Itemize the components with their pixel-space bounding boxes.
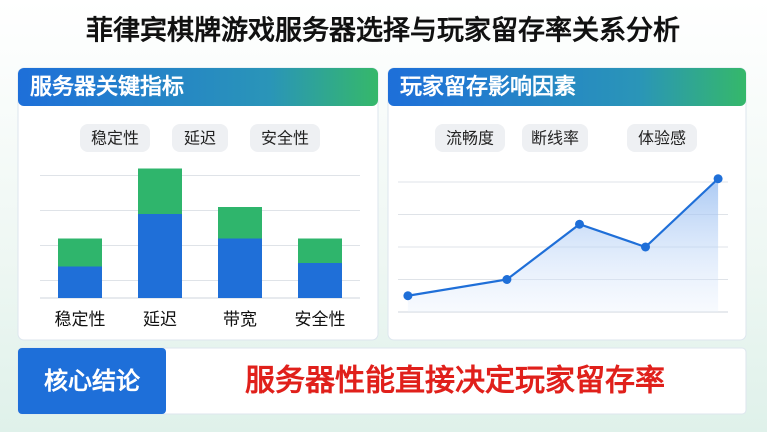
page-title: 菲律宾棋牌游戏服务器选择与玩家留存率关系分析: [86, 15, 680, 47]
panel-title: 服务器关键指标: [30, 74, 184, 100]
panel-header: [388, 68, 746, 106]
point: [403, 291, 413, 301]
bar-segment: [58, 238, 102, 267]
point: [502, 275, 512, 284]
conclusion-label: 核心结论: [44, 367, 141, 395]
tag: 断线率: [531, 129, 579, 148]
bar-segment: [298, 238, 342, 263]
bar-segment: [138, 168, 182, 214]
point: [713, 174, 723, 184]
tag-chip: [522, 124, 588, 152]
conclusion-text: 服务器性能直接决定玩家留存率: [245, 364, 665, 399]
conclusion-label-box: [18, 348, 166, 414]
point: [575, 219, 584, 229]
x-tick-label: 安全性: [295, 310, 346, 330]
tag-chip: [80, 124, 150, 152]
tag-chip: [627, 124, 697, 152]
x-tick-label: 带宽: [223, 310, 257, 330]
panel-header: [18, 68, 378, 106]
tag-chip: [435, 124, 505, 152]
tag: 安全性: [261, 129, 309, 148]
x-tick-label: 稳定性: [55, 310, 106, 330]
bar-segment: [218, 238, 262, 298]
tag: 流畅度: [446, 129, 494, 148]
tag-chip: [172, 124, 228, 152]
panel-title: 玩家留存影响因素: [400, 74, 576, 100]
bar-segment: [58, 266, 102, 298]
bar-segment: [138, 214, 182, 298]
point: [641, 242, 650, 252]
panel: [17, 67, 379, 341]
tag-chip: [250, 124, 320, 152]
bar-segment: [218, 207, 262, 239]
tag: 体验感: [638, 129, 686, 148]
x-tick-label: 延迟: [143, 310, 177, 330]
bar-segment: [298, 263, 342, 298]
tag: 延迟: [184, 129, 216, 148]
line-area: [407, 178, 719, 312]
tag: 稳定性: [91, 129, 139, 148]
